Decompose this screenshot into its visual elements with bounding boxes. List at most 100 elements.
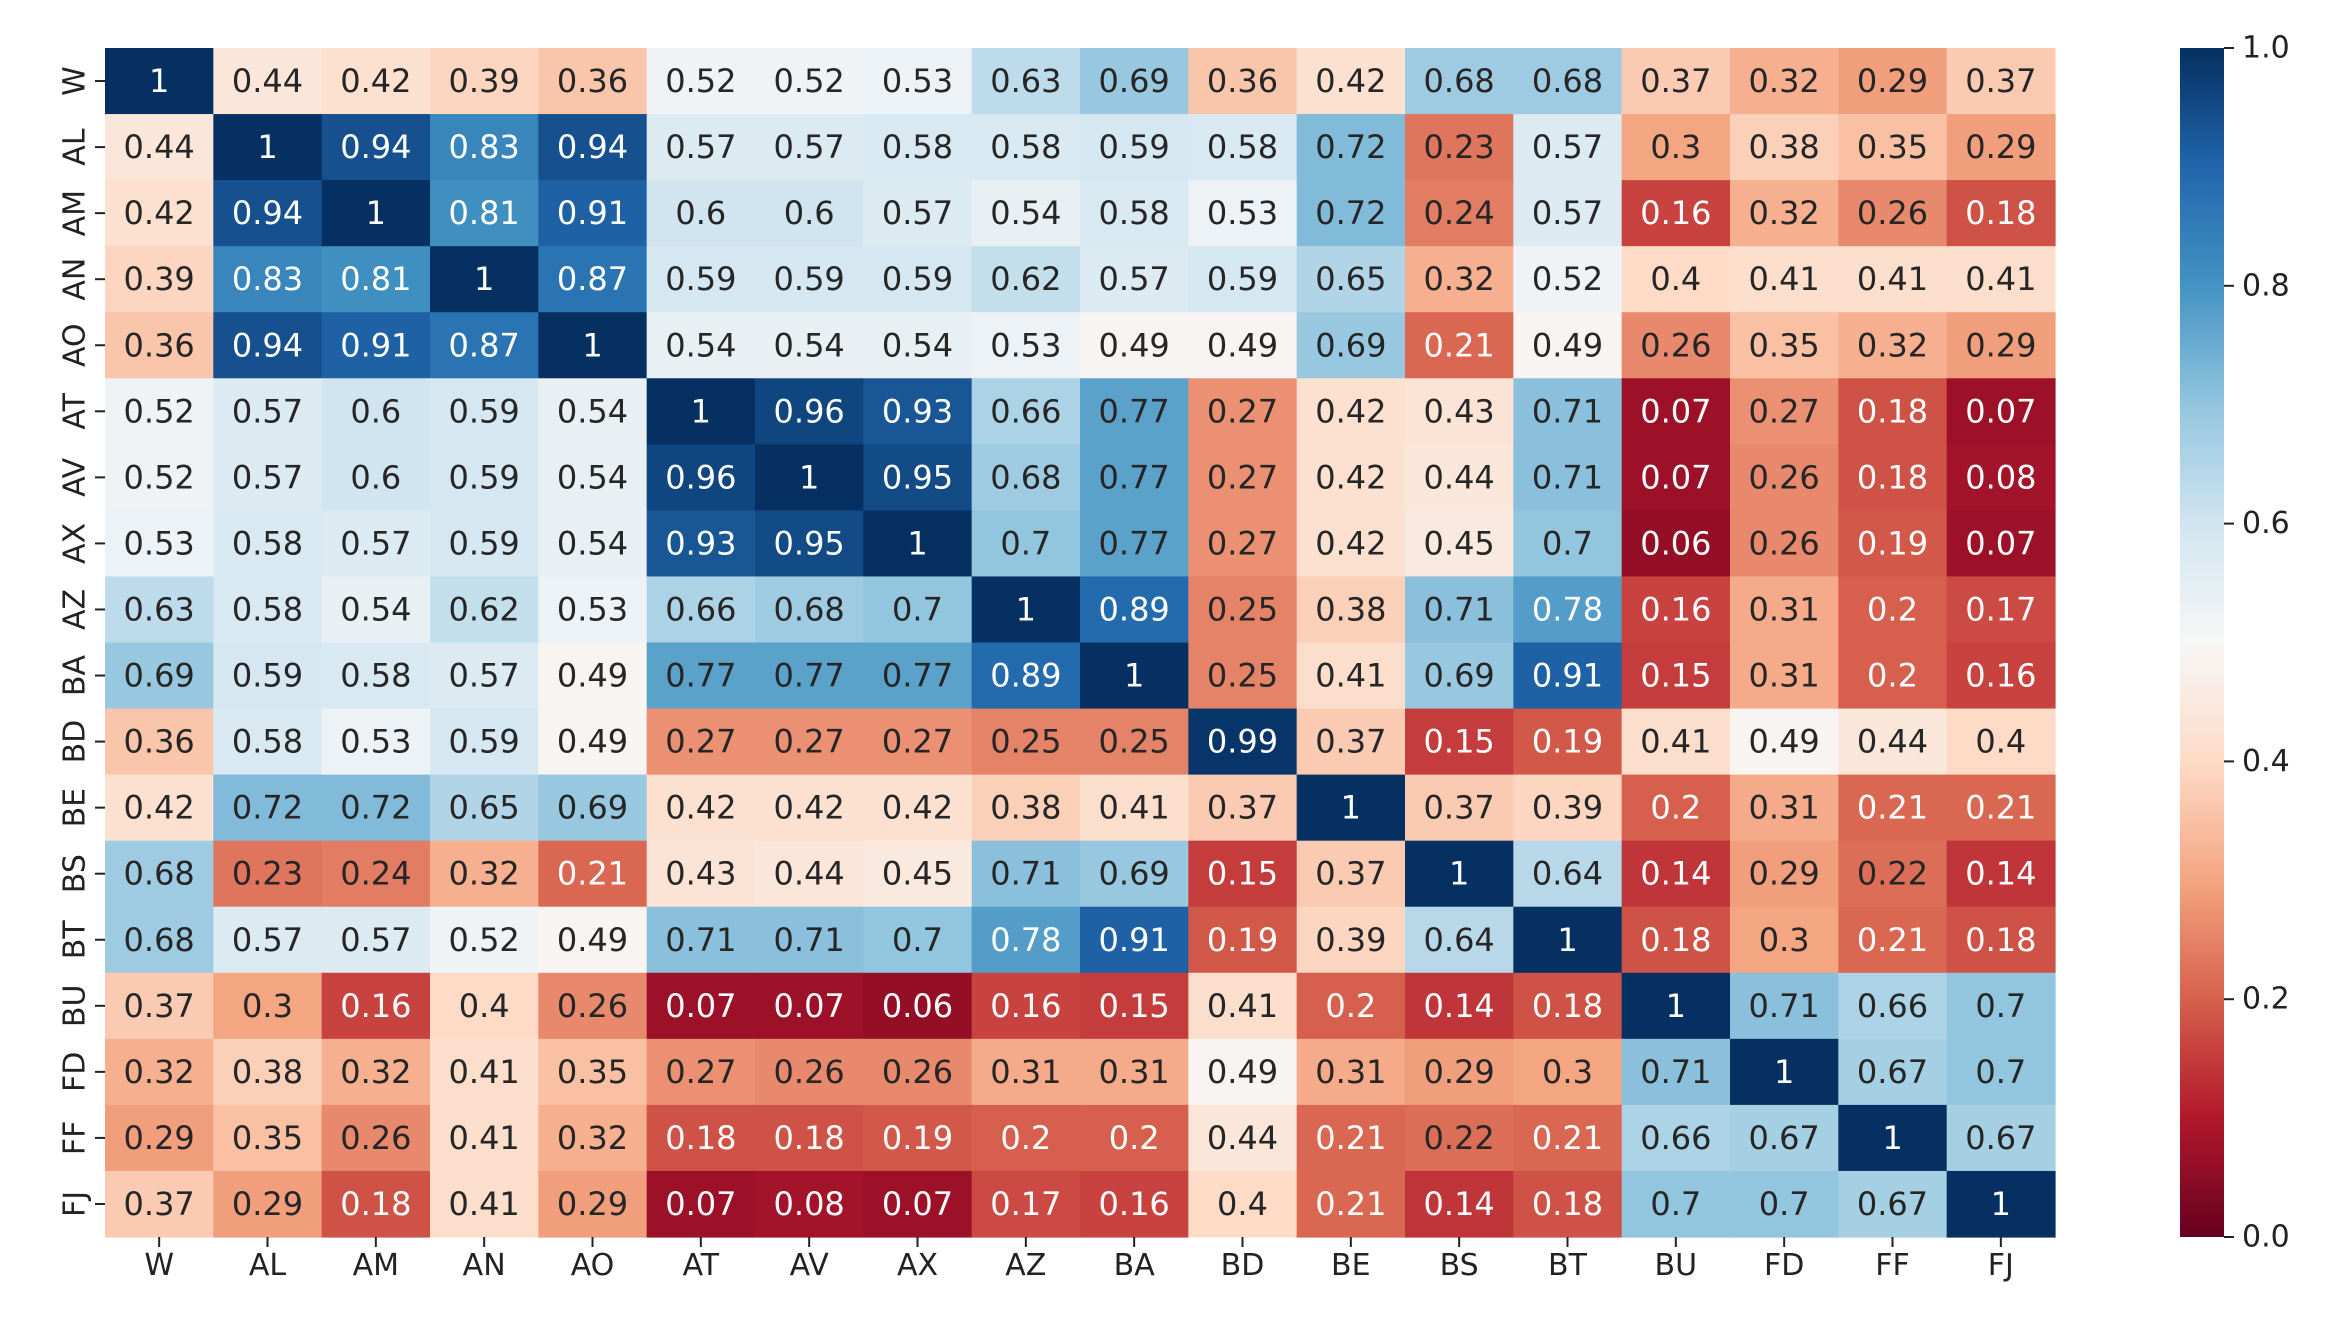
- cell-value-label: 1: [1124, 657, 1144, 695]
- heatmap-cell: [1296, 180, 1406, 247]
- cell-value-label: 0.54: [990, 194, 1061, 232]
- colorbar-tick-label: 1.0: [2242, 31, 2290, 66]
- cell-value-label: 0.29: [1424, 1053, 1495, 1091]
- heatmap-cell: [1730, 48, 1839, 115]
- cell-value-label: 0.38: [990, 789, 1061, 827]
- heatmap-cell: [1405, 576, 1514, 644]
- cell-value-label: 0.42: [774, 789, 845, 827]
- heatmap-cell: [1188, 1170, 1298, 1238]
- heatmap-cell: [1296, 114, 1406, 181]
- cell-value-label: 0.07: [882, 1185, 953, 1223]
- heatmap-cell: [1838, 642, 1948, 710]
- y-tick-label: AT: [58, 392, 93, 429]
- cell-value-label: 0.45: [1424, 524, 1495, 562]
- heatmap-cell: [321, 774, 431, 842]
- cell-value-label: 0.25: [990, 723, 1061, 761]
- heatmap-cell: [863, 180, 973, 247]
- heatmap-cell: [538, 774, 648, 842]
- heatmap-cell: [971, 708, 1081, 776]
- heatmap-cell: [321, 246, 431, 313]
- cell-value-label: 0.71: [1532, 458, 1603, 496]
- heatmap-cell: [1188, 378, 1298, 445]
- heatmap-cell: [1080, 180, 1189, 247]
- cell-value-label: 0.7: [1542, 524, 1593, 562]
- cell-value-label: 0.37: [1965, 62, 2036, 100]
- x-tick-label: AM: [353, 1248, 399, 1283]
- heatmap-cell: [213, 840, 323, 908]
- heatmap-cell: [1946, 1104, 2056, 1172]
- cell-value-label: 0.31: [1749, 657, 1820, 695]
- cell-value-label: 0.66: [1640, 1119, 1711, 1157]
- heatmap-cell: [1730, 774, 1839, 842]
- heatmap-cell: [1296, 906, 1406, 974]
- heatmap-cell: [646, 708, 756, 776]
- cell-value-label: 0.49: [557, 921, 628, 959]
- colorbar-tick-label: 0.8: [2242, 268, 2290, 303]
- cell-value-label: 0.41: [1857, 260, 1928, 298]
- cell-value-label: 0.07: [665, 1185, 736, 1223]
- cell-value-label: 0.14: [1640, 855, 1711, 893]
- heatmap-cell: [1946, 246, 2056, 313]
- heatmap-cell: [321, 378, 431, 445]
- cell-value-label: 0.41: [449, 1185, 520, 1223]
- cell-value-label: 0.3: [1759, 921, 1810, 959]
- cell-value-label: 0.96: [774, 392, 845, 430]
- heatmap-cell: [971, 114, 1081, 181]
- heatmap-cell: [755, 972, 864, 1040]
- cell-value-label: 0.7: [892, 921, 943, 959]
- cell-value-label: 0.59: [882, 260, 953, 298]
- heatmap-cell: [105, 642, 214, 710]
- heatmap-cell: [646, 840, 756, 908]
- heatmap-cell: [863, 1038, 973, 1106]
- heatmap-cell: [1730, 576, 1839, 644]
- cell-value-label: 0.49: [1749, 723, 1820, 761]
- cell-value-label: 0.4: [459, 987, 510, 1025]
- heatmap-cell: [1621, 444, 1731, 511]
- heatmap-cell: [1621, 246, 1731, 313]
- cell-value-label: 0.24: [340, 855, 411, 893]
- cell-value-label: 0.26: [557, 987, 628, 1025]
- cell-value-label: 0.2: [1325, 987, 1376, 1025]
- heatmap-cell: [105, 444, 214, 511]
- heatmap-cell: [1188, 114, 1298, 181]
- y-tick-label: W: [58, 66, 93, 96]
- heatmap-cell: [538, 510, 648, 578]
- heatmap-cell: [1621, 1038, 1731, 1106]
- heatmap-cell: [538, 642, 648, 710]
- cell-value-label: 0.35: [557, 1053, 628, 1091]
- cell-value-label: 0.58: [990, 128, 1061, 166]
- heatmap-cell: [1621, 1104, 1731, 1172]
- cell-value-label: 0.53: [882, 62, 953, 100]
- heatmap-cell: [538, 114, 648, 181]
- cell-value-label: 0.25: [1207, 590, 1278, 628]
- heatmap-cell: [213, 180, 323, 247]
- heatmap-cell: [1838, 114, 1948, 181]
- cell-value-label: 0.31: [990, 1053, 1061, 1091]
- cell-value-label: 0.69: [1424, 657, 1495, 695]
- cell-value-label: 0.57: [1532, 194, 1603, 232]
- x-tick-label: W: [144, 1248, 174, 1283]
- cell-value-label: 0.16: [1965, 657, 2036, 695]
- cell-value-label: 0.49: [557, 657, 628, 695]
- heatmap-cell: [538, 708, 648, 776]
- heatmap-cell: [646, 312, 756, 379]
- cell-value-label: 0.19: [1857, 524, 1928, 562]
- cell-value-label: 0.18: [340, 1185, 411, 1223]
- heatmap-cell: [971, 180, 1081, 247]
- cell-value-label: 0.52: [665, 62, 736, 100]
- heatmap-cell: [1513, 510, 1623, 578]
- cell-value-label: 0.52: [1532, 260, 1603, 298]
- heatmap-cell: [1405, 972, 1514, 1040]
- heatmap-cell: [1838, 576, 1948, 644]
- heatmap-cell: [1405, 1038, 1514, 1106]
- cell-value-label: 0.49: [1532, 326, 1603, 364]
- heatmap-cell: [1946, 840, 2056, 908]
- cell-value-label: 0.39: [449, 62, 520, 100]
- cell-value-label: 0.23: [232, 855, 303, 893]
- heatmap-cell: [213, 708, 323, 776]
- heatmap-cell: [321, 312, 431, 379]
- heatmap-cell: [1188, 1104, 1298, 1172]
- cell-value-label: 0.71: [1532, 392, 1603, 430]
- cell-value-label: 0.27: [665, 1053, 736, 1091]
- cell-value-label: 0.71: [1424, 590, 1495, 628]
